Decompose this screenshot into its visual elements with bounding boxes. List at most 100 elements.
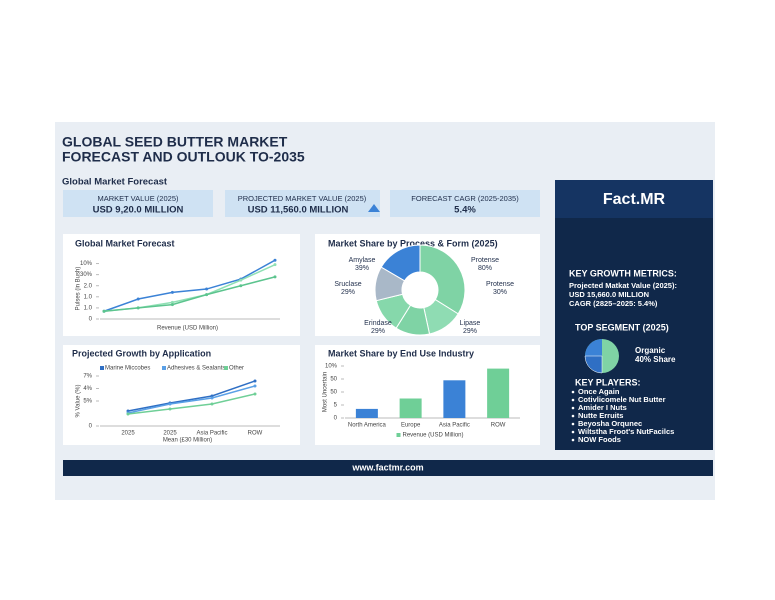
point [253,384,257,388]
point [210,402,214,406]
point [205,287,209,291]
bar [487,368,510,418]
kpis: MARKET VALUE (2025) USD 9,20.0 MILLION P… [63,190,540,217]
point [210,396,214,400]
metrics-title: KEY GROWTH METRICS: [569,268,677,278]
x-tick-label: 2025 [121,431,135,437]
point [168,407,172,411]
y-axis-label: Most Uncertain [323,372,329,412]
bullet [571,438,575,442]
segment-value: 80% [478,265,492,272]
y-tick-label: 2.0 [84,283,93,289]
y-tick-label: 0 [334,416,338,422]
bar [443,380,466,418]
legend-swatch [100,366,104,370]
y-tick-label: 5% [83,399,92,405]
segment-value: 29% [371,328,385,335]
line [103,259,276,312]
kpi-box [225,190,380,217]
y-tick-label: 10% [325,364,338,370]
y-axis-label: % Value (%) [76,385,82,418]
y-tick-label: 50 [330,390,337,396]
bar [355,408,378,418]
y-tick-label: 7% [83,374,92,380]
sidebar: Fact.MR KEY GROWTH METRICS: Projected Ma… [555,180,713,450]
y-tick-label: 30% [80,272,93,278]
y-tick-label: 0 [89,424,93,430]
x-tick-label: North America [348,423,387,429]
donut-segment [419,244,466,315]
kpi-label: FORECAST CAGR (2025-2035) [411,194,519,203]
chart-title: Market Share by End Use Industry [328,348,474,358]
x-tick-label: Asia Pacific [439,423,470,429]
player: Once Again [578,387,620,396]
kpi-box [390,190,540,217]
segment-label: Amylase [349,257,376,264]
up-arrow [368,204,380,212]
player: NOW Foods [578,435,621,444]
x-tick-label: 2025 [163,431,177,437]
segment-value: 29% [341,289,355,296]
bullet [571,422,575,426]
x-axis-label: Revenue (USD Million) [157,326,218,332]
line [127,380,256,412]
y-tick-label: 50 [330,377,337,383]
y-axis-label: Pulses (in Bush) [76,267,82,311]
legend-label: Other [229,366,244,372]
y-tick-label: 10% [80,261,93,267]
chart-title: Projected Growth by Application [72,348,211,358]
y-tick-label: 4% [83,386,92,392]
title: FORECAST AND OUTLOUK TO-2035 [62,149,305,165]
point [170,300,174,304]
x-tick-label: ROW [248,431,263,437]
point [136,297,140,301]
subtitle: Global Market Forecast [62,177,168,188]
kpi-box [63,190,213,217]
segment-share: 40% Share [635,355,676,364]
chart-title: Market Share by Process & Form (2025) [328,238,498,248]
kpi-value: 5.4% [454,205,476,216]
point [170,303,174,307]
player: Amider I Nuts [578,403,627,412]
point [136,306,140,310]
legend-label: Revenue (USD Million) [403,433,464,439]
kpi-label: PROJECTED MARKET VALUE (2025) [238,194,367,203]
x-axis-label: Mean (£30 Million) [163,438,212,444]
point [273,258,277,262]
x-tick-label: ROW [491,423,506,429]
player: Cotivlicomele Nut Butter [578,395,666,404]
brand: Fact.MR [603,191,666,208]
bullet [571,430,575,434]
metric: Projected Matkat Value (2025): [569,281,677,290]
line [103,276,276,312]
charts: Global Market Forecast01.01.02.030%10%Pu… [72,238,520,444]
segment-name: Organic [635,346,666,355]
player: Beyosha Orqunec [578,419,642,428]
segment-value: 29% [463,328,477,335]
y-tick-label: 5 [334,403,338,409]
legend-swatch [224,366,228,370]
chart-title: Global Market Forecast [75,238,175,248]
segment-pie-slice [585,339,602,356]
segment-label: Erindase [364,320,392,327]
sidebar-bg [555,180,713,450]
kpi-value: USD 11,560.0 MILLION [248,205,349,216]
player: Wiltstha Froot's NutFacilcs [578,427,674,436]
x-tick-label: Asia Pacific [196,431,227,437]
donut-segment [374,266,406,302]
point [168,402,172,406]
point [273,275,277,279]
kpi-value: USD 9,20.0 MILLION [93,205,184,216]
bullet [571,398,575,402]
y-tick-label: 0 [89,317,93,323]
player: Nutte Erruits [578,411,623,420]
title: GLOBAL SEED BUTTER MARKET [62,134,288,150]
segment-value: 30% [493,289,507,296]
point [102,309,106,313]
point [253,379,257,383]
y-tick-label: 1.0 [84,294,93,300]
segment-title: TOP SEGMENT (2025) [575,322,669,332]
x-tick-label: Europe [401,423,421,429]
